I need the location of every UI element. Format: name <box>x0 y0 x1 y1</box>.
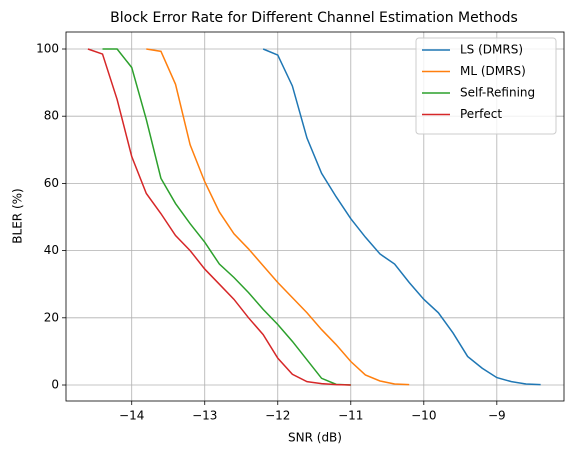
legend-label: ML (DMRS) <box>460 64 526 78</box>
legend-label: LS (DMRS) <box>460 43 523 57</box>
data-line <box>146 48 410 386</box>
y-tick-label: 80 <box>44 109 59 123</box>
data-line <box>102 48 351 386</box>
legend-label: Perfect <box>460 107 502 121</box>
chart-title: Block Error Rate for Different Channel E… <box>110 10 518 26</box>
y-tick-label: 20 <box>44 310 59 324</box>
y-axis-label: BLER (%) <box>11 188 25 243</box>
x-axis-label: SNR (dB) <box>288 431 342 445</box>
data-line <box>262 48 541 386</box>
x-tick-label: −13 <box>192 409 217 423</box>
plot-frame <box>65 31 565 402</box>
y-tick-label: 60 <box>44 176 59 190</box>
x-tick-label: −12 <box>265 409 290 423</box>
y-tick-label: 100 <box>36 42 59 56</box>
x-tick-label: −10 <box>411 409 436 423</box>
x-tick-label: −9 <box>488 409 506 423</box>
legend-label: Self-Refining <box>460 86 535 100</box>
legend: LS (DMRS) ML (DMRS) Self-Refining Perfect <box>415 37 557 135</box>
y-tick-label: 0 <box>51 378 59 392</box>
x-tick-label: −14 <box>119 409 144 423</box>
legend-box <box>415 37 557 135</box>
x-tick-label: −11 <box>338 409 363 423</box>
y-tick-label: 40 <box>44 243 59 257</box>
data-line <box>87 48 351 386</box>
